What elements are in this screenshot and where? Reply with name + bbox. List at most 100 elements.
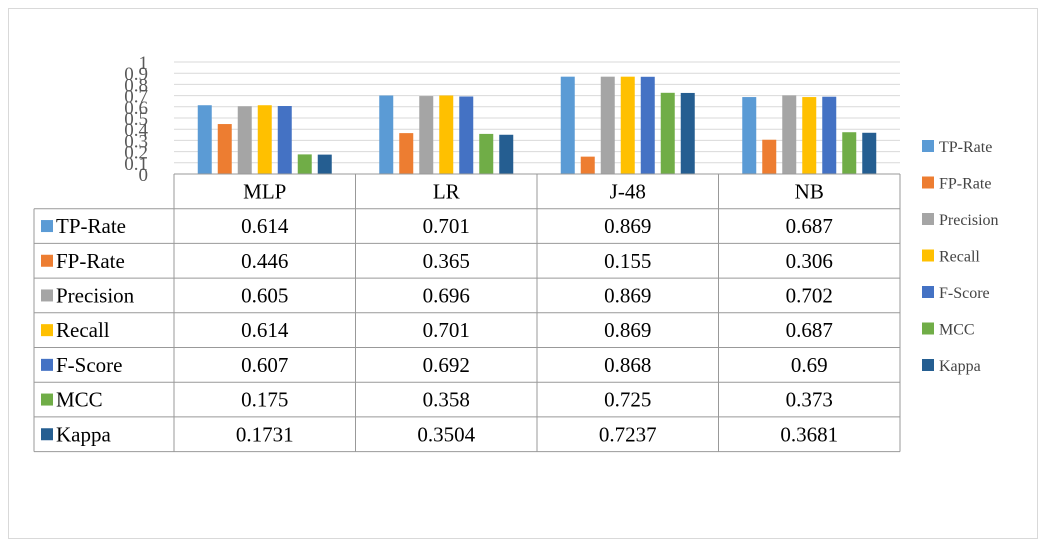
- table-cell: 0.155: [604, 249, 651, 273]
- table-cell: 0.605: [241, 283, 288, 307]
- gridlines: [174, 61, 900, 164]
- table-cell: 0.869: [604, 318, 651, 342]
- bar-fp-rate-lr: [399, 133, 414, 174]
- legend-label: MCC: [939, 322, 975, 339]
- legend-swatch: [922, 213, 934, 225]
- bar-mcc-j-48: [660, 92, 675, 174]
- table-cell: 0.3504: [417, 422, 475, 446]
- y-tick-label: 0.3: [124, 131, 148, 152]
- legend-label: F-Score: [939, 285, 990, 302]
- bar-recall-mlp: [257, 105, 272, 174]
- data-table: MLP LR J-48 NB TP-Rate 0.614 0.701 0.869 0.687 FP…: [33, 173, 901, 453]
- table-cell: 0.306: [786, 249, 833, 273]
- bar-mcc-lr: [479, 133, 494, 174]
- y-tick-label: 0.4: [124, 120, 148, 141]
- table-row-key: [41, 220, 53, 233]
- table-cell: 0.69: [791, 353, 828, 377]
- y-tick-label: 1: [139, 53, 149, 74]
- table-header-mlp: MLP: [243, 179, 286, 203]
- table-cell: 0.7237: [599, 422, 657, 446]
- table-cell: 0.358: [423, 388, 470, 412]
- legend-swatch: [922, 176, 934, 189]
- y-tick-label: 0.6: [124, 98, 148, 119]
- table-row-label: FP-Rate: [56, 249, 125, 273]
- table-cell: 0.373: [786, 388, 833, 412]
- table-cell: 0.175: [241, 388, 288, 412]
- table-cell: 0.607: [241, 353, 288, 377]
- table-row-key: [41, 358, 53, 371]
- bar-recall-nb: [802, 97, 817, 174]
- y-tick-label: 0.5: [124, 109, 148, 130]
- bar-f-score-nb: [822, 96, 837, 174]
- table-row-key: [41, 289, 53, 302]
- bar-precision-lr: [419, 96, 434, 174]
- table-cell: 0.696: [423, 283, 470, 307]
- bar-kappa-j-48: [680, 92, 695, 174]
- bar-kappa-nb: [862, 132, 877, 174]
- table-cell: 0.869: [604, 283, 651, 307]
- table-row-label: Precision: [56, 283, 135, 307]
- y-tick-label: 0.2: [124, 143, 148, 164]
- legend-label: FP-Rate: [939, 176, 991, 193]
- bar-kappa-lr: [499, 134, 514, 174]
- legend-label: TP-Rate: [939, 139, 992, 156]
- legend-swatch: [922, 249, 934, 262]
- table-row-key: [41, 324, 53, 337]
- y-tick-label: 0.7: [124, 87, 148, 108]
- legend-label: Precision: [939, 212, 999, 229]
- bar-fp-rate-nb: [762, 139, 777, 174]
- table-cell: 0.365: [423, 249, 470, 273]
- legend-swatch: [922, 359, 934, 371]
- table-cell: 0.868: [604, 353, 651, 377]
- legend-swatch: [922, 140, 934, 152]
- bar-kappa-mlp: [317, 154, 332, 174]
- bar-precision-mlp: [237, 106, 252, 174]
- bar-mcc-mlp: [297, 154, 312, 174]
- bar-fp-rate-mlp: [217, 124, 232, 174]
- legend-swatch: [922, 322, 934, 335]
- bar-f-score-mlp: [277, 106, 292, 174]
- bar-f-score-lr: [459, 96, 474, 174]
- bar-recall-lr: [439, 95, 454, 174]
- table-row-key: [41, 393, 53, 406]
- table-cell: 0.692: [423, 353, 470, 377]
- bar-recall-j-48: [620, 76, 635, 174]
- bar-tp-rate-j-48: [560, 76, 575, 174]
- table-cell: 0.725: [604, 388, 651, 412]
- table-row-label: F-Score: [56, 353, 123, 377]
- y-tick-label: 0.9: [124, 64, 148, 85]
- bar-mcc-nb: [842, 132, 857, 174]
- table-header-lr: LR: [433, 179, 460, 203]
- table-row-label: MCC: [56, 388, 103, 412]
- bar-fp-rate-j-48: [580, 156, 595, 174]
- legend: TP-Rate FP-Rate Precision Recall F-Score MCC K…: [922, 139, 999, 375]
- table-cell: 0.3681: [780, 422, 838, 446]
- legend-label: Kappa: [939, 358, 981, 375]
- bar-tp-rate-lr: [379, 95, 394, 174]
- y-tick-label: 0.1: [124, 154, 148, 175]
- bar-precision-j-48: [600, 76, 615, 174]
- y-tick-label: 0.8: [124, 75, 148, 96]
- table-header-j-48: J-48: [610, 179, 646, 203]
- y-axis-ticks: 00.10.20.30.40.50.60.70.80.91: [124, 53, 148, 186]
- legend-label: Recall: [939, 249, 980, 266]
- table-cell: 0.1731: [236, 422, 294, 446]
- table-row-label: TP-Rate: [56, 214, 126, 238]
- table-cell: 0.701: [423, 318, 470, 342]
- table-cell: 0.702: [786, 283, 833, 307]
- bar-precision-nb: [782, 95, 797, 174]
- bar-tp-rate-mlp: [197, 105, 212, 174]
- bar-f-score-j-48: [640, 76, 655, 174]
- table-row-key: [41, 428, 53, 441]
- table-cell: 0.701: [423, 214, 470, 238]
- table-cell: 0.869: [604, 214, 651, 238]
- bar-tp-rate-nb: [742, 97, 757, 174]
- table-row-label: Kappa: [56, 422, 111, 446]
- table-cell: 0.614: [241, 318, 289, 342]
- legend-swatch: [922, 286, 934, 298]
- y-tick-label: 0: [139, 165, 149, 186]
- table-cell: 0.687: [786, 214, 833, 238]
- bars: [197, 76, 877, 174]
- table-row-key: [41, 254, 53, 267]
